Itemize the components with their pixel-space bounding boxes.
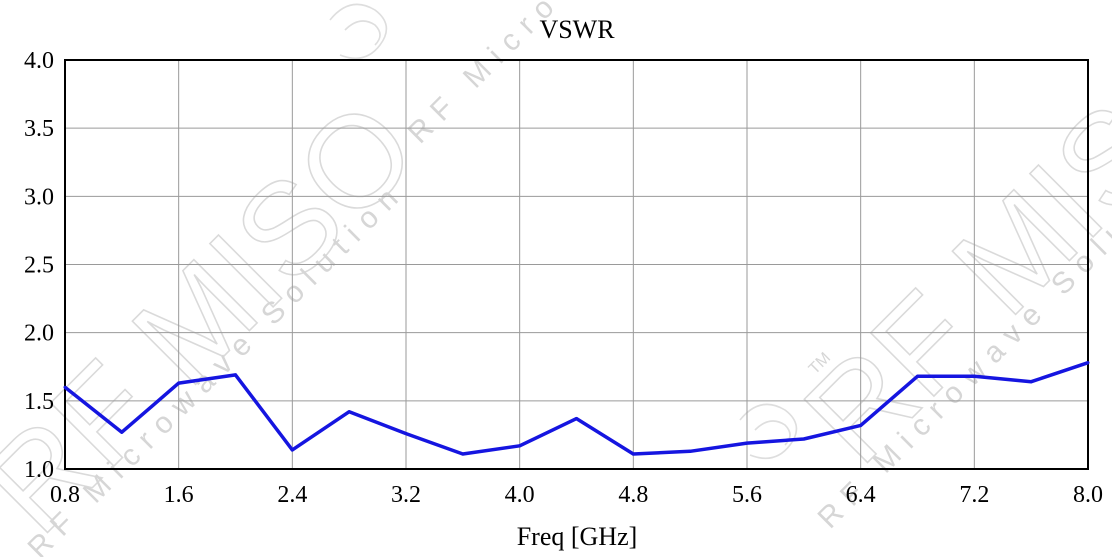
vswr-data-point xyxy=(518,444,522,448)
vswr-data-point xyxy=(290,448,294,452)
x-axis-label: Freq [GHz] xyxy=(517,522,638,551)
vswr-data-point xyxy=(972,374,976,378)
watermark-logo-icon xyxy=(329,3,798,460)
vswr-data-point xyxy=(1029,380,1033,384)
x-tick-label: 0.8 xyxy=(50,482,80,508)
x-tick-label: 6.4 xyxy=(846,482,876,508)
y-tick-label: 1.5 xyxy=(24,389,54,415)
y-tick-label: 4.0 xyxy=(24,48,54,74)
vswr-data-point xyxy=(745,441,749,445)
x-tick-label: 7.2 xyxy=(959,482,989,508)
y-tick-label: 1.0 xyxy=(24,457,54,483)
vswr-data-point xyxy=(859,423,863,427)
y-tick-labels: 1.0 1.5 2.0 2.5 3.0 3.5 4.0 xyxy=(24,48,54,483)
x-tick-label: 4.8 xyxy=(618,482,648,508)
x-tick-labels: 0.8 1.6 2.4 3.2 4.0 4.8 5.6 6.4 7.2 8.0 xyxy=(50,482,1103,508)
x-tick-label: 4.0 xyxy=(505,482,535,508)
y-tick-label: 3.5 xyxy=(24,116,54,142)
vswr-data-point xyxy=(404,432,408,436)
y-tick-label: 2.0 xyxy=(24,321,54,347)
vswr-data-point xyxy=(916,374,919,378)
vswr-data-point xyxy=(1086,361,1090,365)
vswr-data-point xyxy=(177,381,181,385)
vswr-data-point xyxy=(347,410,351,414)
x-tick-label: 1.6 xyxy=(164,482,194,508)
x-tick-label: 8.0 xyxy=(1073,482,1103,508)
y-tick-label: 2.5 xyxy=(24,253,54,279)
chart-title: VSWR xyxy=(539,15,615,44)
series-layer xyxy=(63,361,1090,456)
plot-frame xyxy=(64,59,1089,470)
vswr-data-point xyxy=(63,385,67,389)
vswr-data-point xyxy=(575,417,578,421)
vswr-data-point xyxy=(688,449,692,453)
y-tick-label: 3.0 xyxy=(24,184,54,210)
vswr-data-point xyxy=(631,452,635,456)
x-tick-label: 5.6 xyxy=(732,482,762,508)
vswr-data-point xyxy=(234,373,237,377)
x-tick-label: 3.2 xyxy=(391,482,421,508)
vswr-data-point xyxy=(461,452,465,456)
vswr-data-point xyxy=(120,430,124,434)
x-tick-label: 2.4 xyxy=(277,482,307,508)
vswr-data-point xyxy=(802,437,806,441)
